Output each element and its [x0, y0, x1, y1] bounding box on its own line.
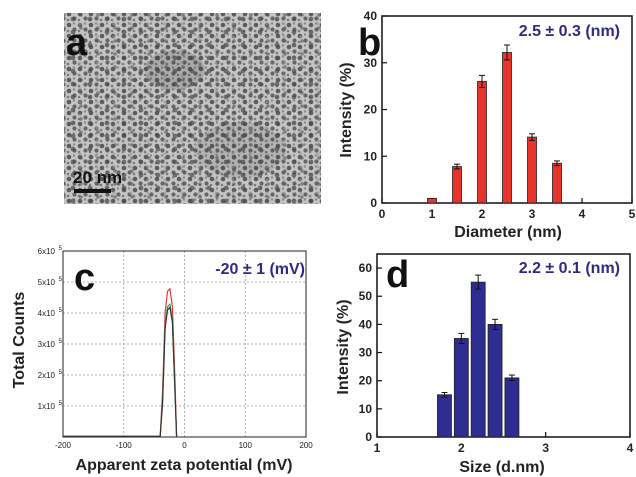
y-tick-label: 50 — [359, 289, 373, 303]
series-line — [63, 287, 178, 438]
y-tick-exponent: 5 — [59, 246, 63, 252]
annotation-b: 2.5 ± 0.3 (nm) — [519, 23, 620, 40]
x-tick-label: 2 — [479, 207, 486, 221]
bar — [487, 323, 503, 438]
xlabel-d: Size (d.nm) — [459, 459, 544, 476]
y-tick-label: 40 — [359, 317, 373, 331]
annotation-d: 2.2 ± 0.1 (nm) — [519, 260, 620, 277]
scalebar-label: 20 nm — [73, 168, 122, 187]
panel-b: 0 1 2 3 4 5 0 10 20 30 40 b 2.5 ± 0.3 (nm) Diamete… — [338, 9, 636, 241]
y-tick-label: 40 — [364, 9, 378, 23]
y-tick-label: 2x10 — [38, 371, 56, 380]
y-tick-label: 20 — [364, 103, 378, 117]
y-tick-label: 10 — [359, 402, 373, 416]
y-tick-exponent: 5 — [59, 370, 63, 376]
annotation-c: -20 ± 1 (mV) — [215, 261, 305, 278]
y-tick-label: 60 — [359, 261, 373, 275]
x-tick-label: 4 — [627, 441, 634, 455]
x-tick-label: -100 — [116, 441, 133, 450]
y-tick-label: 0 — [365, 430, 372, 444]
xlabel-b: Diameter (nm) — [454, 224, 562, 241]
bar — [552, 162, 562, 204]
bar — [427, 197, 437, 204]
y-tick-label: 1x10 — [38, 402, 56, 411]
x-tick-label: 2 — [458, 441, 465, 455]
x-tick-label: 1 — [429, 207, 436, 221]
x-tick-label: 0 — [182, 441, 187, 450]
ylabel-b: Intensity (%) — [338, 62, 355, 157]
bar — [453, 338, 469, 438]
series-line — [63, 303, 178, 438]
bar — [470, 281, 486, 438]
panel-letter-c: c — [74, 257, 95, 299]
bar — [502, 52, 512, 204]
x-tick-label: 4 — [579, 207, 586, 221]
bar — [527, 136, 537, 204]
plot-frame — [62, 250, 307, 438]
x-tick-label: -200 — [55, 441, 72, 450]
y-tick-exponent: 5 — [59, 339, 63, 345]
panel-letter-a: a — [66, 22, 88, 64]
x-tick-label: 3 — [529, 207, 536, 221]
panel-letter-b: b — [358, 22, 381, 64]
y-tick-exponent: 5 — [59, 277, 63, 283]
x-tick-label: 200 — [299, 441, 313, 450]
y-tick-label: 30 — [359, 346, 373, 360]
xlabel-c: Apparent zeta potential (mV) — [76, 457, 293, 474]
bar — [452, 166, 462, 204]
panel-a: a 20 nm — [64, 13, 321, 204]
ylabel-c: Total Counts — [11, 292, 28, 389]
y-tick-label: 5x10 — [38, 278, 56, 287]
y-tick-label: 6x10 — [38, 247, 56, 256]
ylabel-d: Intensity (%) — [335, 299, 352, 394]
y-tick-label: 0 — [370, 196, 377, 210]
y-tick-exponent: 5 — [59, 308, 63, 314]
x-tick-label: 1 — [374, 441, 381, 455]
panel-letter-d: d — [386, 254, 409, 296]
y-tick-label: 30 — [364, 56, 378, 70]
y-tick-label: 3x10 — [38, 340, 56, 349]
x-tick-label: 100 — [239, 441, 253, 450]
scalebar — [74, 189, 111, 193]
y-tick-label: 10 — [364, 149, 378, 163]
plot-frame — [376, 253, 631, 438]
y-tick-exponent: 5 — [59, 401, 63, 407]
y-tick-label: 20 — [359, 374, 373, 388]
x-tick-label: 5 — [629, 207, 636, 221]
x-tick-label: 0 — [379, 207, 386, 221]
bar — [477, 81, 487, 204]
x-tick-label: 3 — [542, 441, 549, 455]
series-line — [63, 306, 178, 438]
bar — [437, 394, 452, 438]
y-tick-label: 4x10 — [38, 309, 56, 318]
bar — [504, 377, 520, 438]
